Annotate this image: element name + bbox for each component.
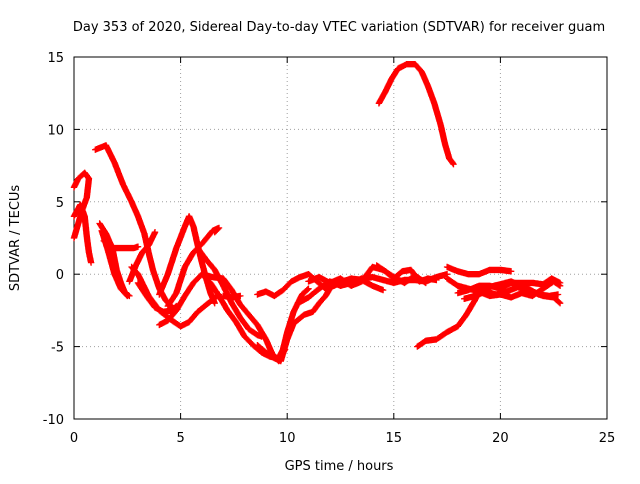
- y-axis-label: SDTVAR / TECUs: [8, 185, 23, 292]
- series-trace-h: [126, 229, 159, 285]
- series-trace-u: [375, 61, 457, 168]
- data-point-markers: [92, 142, 180, 313]
- series-trace-c: [92, 142, 180, 313]
- series-trace-f: [98, 227, 131, 300]
- data-point-markers: [70, 201, 95, 266]
- series-trace-o: [220, 292, 244, 301]
- series-trace-i: [134, 279, 180, 315]
- grid-lines: [74, 57, 607, 419]
- x-tick-label: 0: [70, 431, 78, 446]
- series-trace-y: [454, 275, 564, 297]
- x-tick-label: 20: [492, 431, 509, 446]
- data-point-markers: [373, 262, 440, 285]
- data-point-markers: [220, 292, 244, 301]
- series-trace-k: [164, 224, 223, 310]
- x-tick-label: 15: [386, 431, 403, 446]
- series-trace-z: [461, 284, 562, 302]
- y-tick-label: 15: [47, 51, 64, 66]
- x-tick-label: 5: [176, 431, 184, 446]
- data-point-markers: [134, 279, 180, 315]
- series-trace-t: [373, 262, 440, 285]
- data-point-markers: [164, 224, 223, 310]
- y-tick-label: -5: [51, 341, 64, 356]
- x-axis-label: GPS time / hours: [285, 459, 394, 474]
- y-tick-label: -10: [43, 413, 64, 428]
- x-tick-label: 10: [279, 431, 296, 446]
- data-point-markers: [254, 285, 333, 365]
- series-trace-w: [443, 263, 515, 278]
- y-tick-label: 5: [56, 196, 64, 211]
- data-series: [70, 61, 564, 365]
- data-point-markers: [461, 284, 562, 302]
- x-tick-label: 25: [599, 431, 616, 446]
- series-trace-b: [70, 201, 95, 266]
- data-point-markers: [98, 227, 131, 300]
- chart-title: Day 353 of 2020, Sidereal Day-to-day VTE…: [73, 20, 605, 35]
- data-point-markers: [454, 275, 564, 297]
- data-point-markers: [375, 61, 457, 168]
- data-point-markers: [443, 263, 515, 278]
- y-tick-label: 10: [47, 123, 64, 138]
- series-trace-p: [254, 285, 333, 365]
- y-tick-label: 0: [56, 268, 64, 283]
- data-point-markers: [126, 229, 159, 285]
